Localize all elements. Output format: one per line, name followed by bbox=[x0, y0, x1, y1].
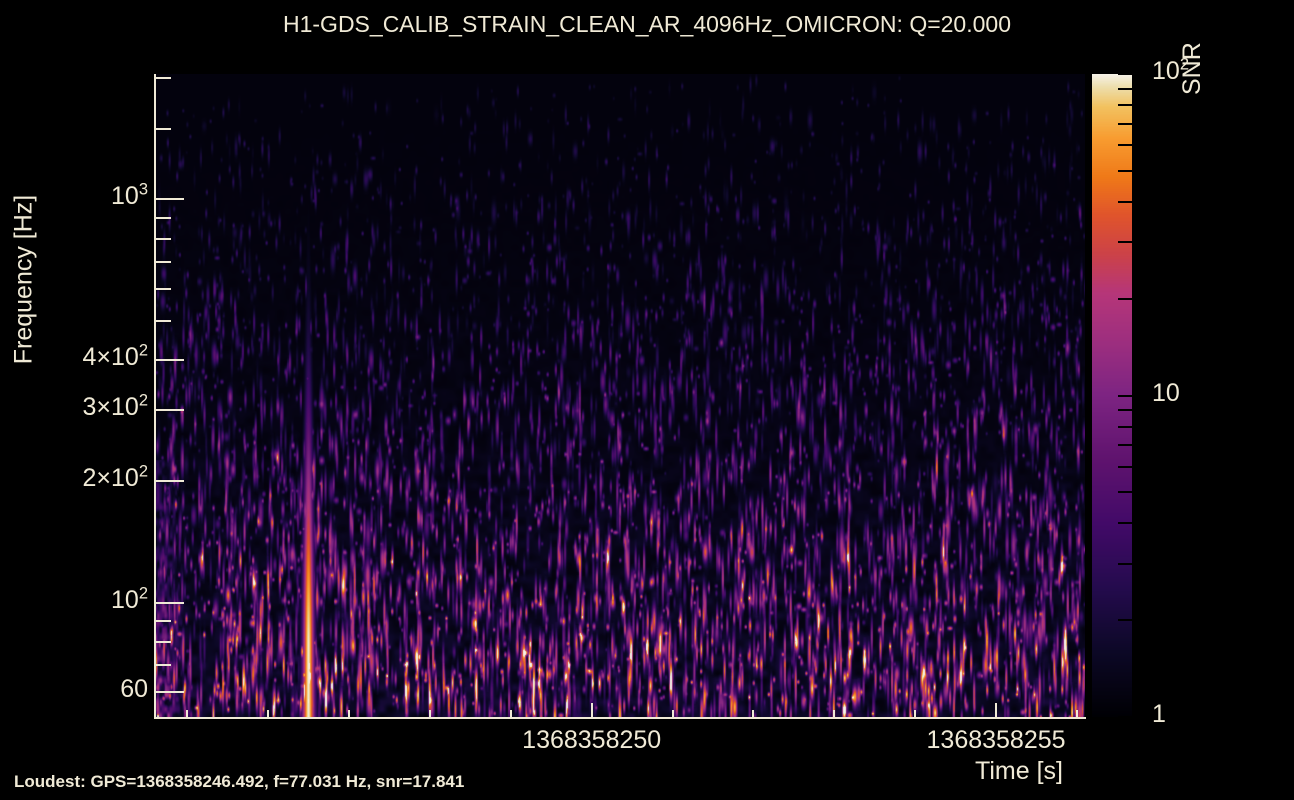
y-tick-minor bbox=[156, 640, 171, 643]
colorbar-tick-minor bbox=[1118, 491, 1132, 494]
y-axis-line bbox=[154, 74, 156, 719]
colorbar-tick-minor bbox=[1118, 619, 1132, 622]
y-tick-minor bbox=[156, 260, 171, 263]
x-tick-minor bbox=[267, 710, 270, 717]
x-tick-minor bbox=[348, 710, 351, 717]
x-tick-label: 1368358255 bbox=[926, 726, 1066, 754]
colorbar-tick-major bbox=[1118, 73, 1140, 75]
y-tick-minor bbox=[156, 287, 171, 290]
x-tick-minor bbox=[1075, 710, 1078, 717]
x-tick-minor bbox=[752, 710, 755, 717]
x-tick-minor bbox=[509, 710, 512, 717]
y-tick-major bbox=[156, 601, 184, 604]
y-tick-label: 4×102 bbox=[82, 341, 149, 371]
y-tick-minor bbox=[156, 663, 171, 666]
y-tick-label: 103 bbox=[111, 181, 148, 211]
colorbar-tick-minor bbox=[1118, 522, 1132, 525]
spectrogram-heatmap[interactable] bbox=[155, 74, 1085, 717]
y-tick-minor bbox=[156, 237, 171, 240]
colorbar-tick-minor bbox=[1118, 144, 1132, 147]
colorbar-tick-minor bbox=[1118, 241, 1132, 244]
colorbar-tick-minor bbox=[1118, 465, 1132, 468]
colorbar-tick-minor bbox=[1118, 425, 1132, 428]
y-tick-major bbox=[156, 480, 184, 483]
y-tick-minor bbox=[156, 127, 171, 130]
colorbar-tick-label: 102 bbox=[1152, 55, 1189, 85]
y-tick-label: 60 bbox=[120, 674, 148, 703]
colorbar-tick-label: 10 bbox=[1152, 378, 1180, 407]
y-tick-label: 2×102 bbox=[82, 462, 149, 493]
y-tick-label: 3×102 bbox=[82, 391, 149, 422]
y-tick-minor bbox=[156, 319, 171, 322]
colorbar-tick-minor bbox=[1118, 87, 1132, 90]
y-tick-minor bbox=[156, 77, 171, 80]
y-tick-minor bbox=[156, 619, 171, 622]
x-tick-minor bbox=[671, 710, 674, 717]
y-tick-minor bbox=[156, 216, 171, 219]
colorbar-tick-minor bbox=[1118, 122, 1132, 125]
colorbar-tick-minor bbox=[1118, 169, 1132, 172]
colorbar-tick-minor bbox=[1118, 562, 1132, 565]
y-tick-major bbox=[156, 198, 184, 201]
colorbar-tick-label: 1 bbox=[1152, 700, 1166, 728]
x-tick-minor bbox=[833, 710, 836, 717]
colorbar-tick-minor bbox=[1118, 297, 1132, 300]
x-axis-line bbox=[154, 717, 1086, 719]
colorbar-tick-minor bbox=[1118, 104, 1132, 107]
x-tick-label: 1368358250 bbox=[522, 726, 662, 754]
colorbar-tick-major bbox=[1118, 716, 1140, 718]
loudest-event-status: Loudest: GPS=1368358246.492, f=77.031 Hz… bbox=[14, 772, 465, 791]
y-tick-major bbox=[156, 690, 184, 693]
y-tick-label: 102 bbox=[111, 584, 148, 614]
colorbar-title: SNR bbox=[1178, 42, 1206, 95]
plot-area[interactable] bbox=[155, 74, 1085, 717]
colorbar-tick-major bbox=[1118, 394, 1140, 397]
page-title: H1-GDS_CALIB_STRAIN_CLEAN_AR_4096Hz_OMIC… bbox=[283, 11, 1011, 37]
x-tick-minor bbox=[914, 710, 917, 717]
colorbar-tick-minor bbox=[1118, 200, 1132, 203]
y-tick-major bbox=[156, 409, 184, 412]
colorbar-tick-minor bbox=[1118, 444, 1132, 447]
x-tick-major bbox=[995, 703, 998, 717]
x-axis-title: Time [s] bbox=[975, 757, 1063, 785]
colorbar-tick-minor bbox=[1118, 409, 1132, 412]
x-tick-major bbox=[590, 703, 593, 717]
x-tick-minor bbox=[428, 710, 431, 717]
y-axis-title: Frequency [Hz] bbox=[9, 194, 38, 365]
x-tick-minor bbox=[186, 710, 189, 717]
y-tick-major bbox=[156, 358, 184, 361]
